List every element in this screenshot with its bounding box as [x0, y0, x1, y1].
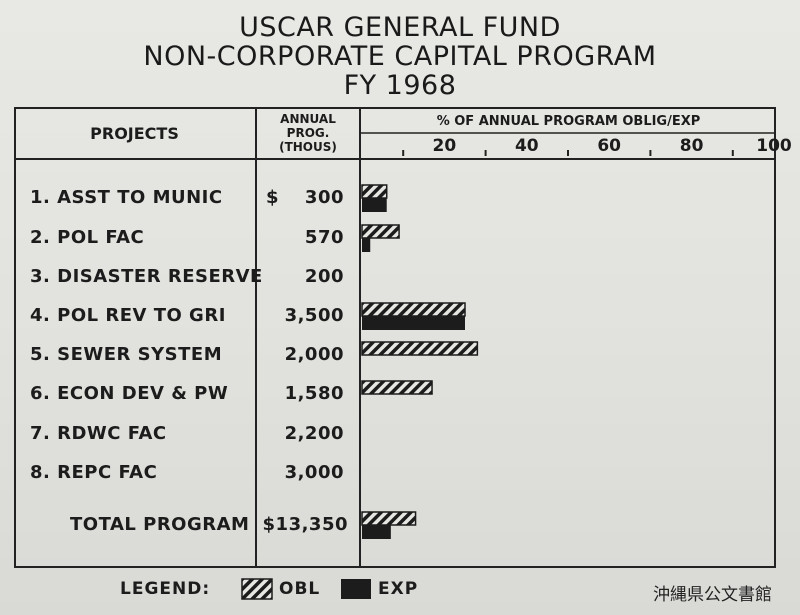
row-value-8: 3,000 [284, 462, 344, 483]
bar-obl-5 [361, 341, 479, 356]
archive-watermark: 沖縄県公文書館 [653, 585, 772, 605]
row-label-2: 2. POL FAC [30, 227, 145, 248]
x-tick-label-20: 20 [432, 136, 457, 156]
table-frame [14, 107, 776, 568]
legend-title: LEGEND: [120, 579, 211, 599]
title-line-2: NON-CORPORATE CAPITAL PROGRAM [143, 41, 657, 72]
column-divider-1 [255, 107, 257, 568]
percent-header: % OF ANNUAL PROGRAM OBLIG/EXP [436, 114, 701, 129]
bar-exp-9 [362, 525, 391, 539]
row-label-5: 5. SEWER SYSTEM [30, 344, 223, 365]
bar-exp-2 [362, 238, 371, 252]
x-tick-label-60: 60 [597, 136, 622, 156]
legend-obl-swatch [241, 578, 273, 600]
row-label-4: 4. POL REV TO GRI [30, 305, 226, 326]
projects-header: PROJECTS [90, 124, 179, 143]
row-value-7: 2,200 [284, 423, 344, 444]
row-label-6: 6. ECON DEV & PW [30, 383, 229, 404]
row-label-8: 8. REPC FAC [30, 462, 158, 483]
row-value-3: 200 [304, 266, 344, 287]
bar-exp-1 [362, 198, 387, 212]
annual-header-line-1: ANNUAL [280, 112, 336, 126]
row-label-1: 1. ASST TO MUNIC [30, 187, 223, 208]
row-value-1: 300 [304, 187, 344, 208]
row-label-3: 3. DISASTER RESERVE [30, 266, 263, 287]
row-value-5: 2,000 [284, 344, 344, 365]
bar-obl-4 [361, 302, 466, 317]
currency-symbol: $ [266, 187, 279, 208]
annual-header-line-2: PROG. [286, 126, 330, 140]
legend-exp-label: EXP [378, 579, 419, 599]
bar-obl-9 [361, 511, 417, 526]
header-divider [14, 158, 776, 160]
x-tick-label-40: 40 [514, 136, 539, 156]
bar-obl-6 [361, 380, 433, 395]
bar-group [361, 184, 479, 539]
row-label-7: 7. RDWC FAC [30, 423, 167, 444]
bar-obl-2 [361, 224, 400, 239]
legend-exp-swatch [341, 579, 371, 599]
row-value-9: $13,350 [262, 514, 348, 535]
bar-obl-1 [361, 184, 388, 199]
row-value-6: 1,580 [284, 383, 344, 404]
title-line-3: FY 1968 [343, 70, 457, 101]
bar-exp-4 [362, 316, 465, 330]
annual-header: ANNUAL PROG. (THOUS) [257, 112, 359, 154]
row-value-2: 570 [304, 227, 344, 248]
column-divider-2 [359, 107, 361, 568]
title-line-1: USCAR GENERAL FUND [239, 12, 561, 43]
annual-header-line-3: (THOUS) [279, 140, 337, 154]
row-value-4: 3,500 [284, 305, 344, 326]
x-tick-label-80: 80 [679, 136, 704, 156]
row-label-9: TOTAL PROGRAM [70, 514, 250, 535]
x-axis-ticks [402, 150, 734, 156]
legend-obl-label: OBL [279, 579, 321, 599]
x-tick-label-100: 100 [756, 136, 792, 156]
